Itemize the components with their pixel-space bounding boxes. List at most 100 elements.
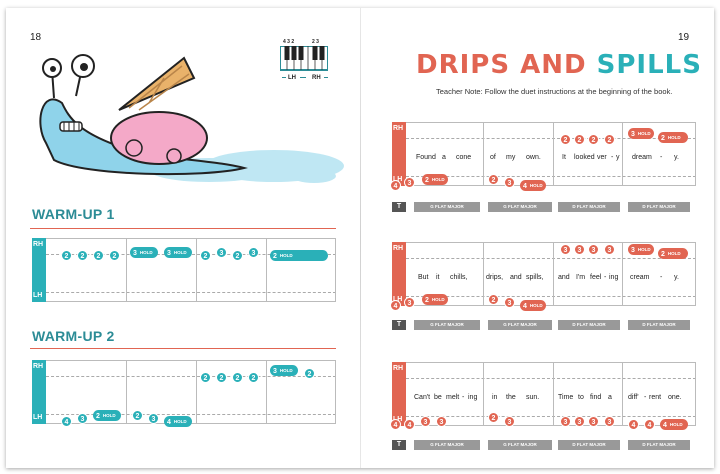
left-hand-fingers: 4 3 2 <box>283 39 295 45</box>
note: 2 <box>304 368 315 379</box>
lyric: find <box>590 394 602 401</box>
lyric: spills, <box>526 274 544 281</box>
hold-note: 3 HOLD <box>628 128 654 139</box>
lyric: - <box>604 274 607 281</box>
chord-label: G FLAT MAJOR <box>488 440 552 450</box>
lyric: dream <box>632 154 652 161</box>
lyric: own. <box>526 154 541 161</box>
note: 3 <box>404 297 415 308</box>
lyric: my <box>506 154 516 161</box>
note: 3 <box>560 416 571 427</box>
chord-label: G FLAT MAJOR <box>414 440 480 450</box>
note: 2 <box>488 294 499 305</box>
lh-label: LH <box>33 414 43 421</box>
chord-label: D FLAT MAJOR <box>558 320 620 330</box>
t-label: T <box>392 440 406 450</box>
lyric: But <box>418 274 429 281</box>
note: 2 <box>604 134 615 145</box>
note: 3 <box>404 177 415 188</box>
rh-label: RH <box>33 363 44 370</box>
lh-label: LH <box>393 176 402 183</box>
lyric: - <box>660 154 663 161</box>
teacher-note: Teacher Note: Follow the duet instructio… <box>436 87 673 96</box>
left-page-number: 18 <box>30 32 42 43</box>
hold-note: 3 HOLD <box>164 247 192 258</box>
lyric: ing <box>468 394 478 401</box>
lyric: Can't <box>414 394 431 401</box>
lyric: ing <box>609 274 619 281</box>
note: 3 <box>77 413 88 424</box>
note: 2 <box>200 250 211 261</box>
note: 2 <box>132 410 143 421</box>
note: 3 <box>216 247 227 258</box>
warmup-2-rule <box>30 348 336 349</box>
note: 3 <box>504 297 515 308</box>
chord-label: D FLAT MAJOR <box>558 440 620 450</box>
snail-with-ice-cream-cone-icon <box>39 54 344 183</box>
note: 4 <box>644 419 655 430</box>
chord-label: D FLAT MAJOR <box>628 202 690 212</box>
hold-note: 4 HOLD <box>520 300 546 311</box>
note: 4 <box>404 419 415 430</box>
lyric: sun. <box>526 394 540 401</box>
chord-label: G FLAT MAJOR <box>414 202 480 212</box>
note: 2 <box>200 372 211 383</box>
lyric: to <box>578 394 584 401</box>
hold-note: 2 HOLD <box>422 294 448 305</box>
note: 2 <box>232 250 243 261</box>
rh-label: RH <box>393 245 404 252</box>
t-label: T <box>392 202 406 212</box>
lyric: it <box>436 274 440 281</box>
hold-note: 2 HOLD <box>658 132 688 143</box>
lh-label: LH <box>288 75 296 81</box>
note: 4 <box>628 419 639 430</box>
chord-label: D FLAT MAJOR <box>628 320 690 330</box>
lyric: cream <box>630 274 650 281</box>
hold-note: 3 HOLD <box>270 365 298 376</box>
lyric: chills, <box>450 274 468 281</box>
lyric: melt <box>446 394 460 401</box>
t-label: T <box>392 320 406 330</box>
lyric: cone <box>456 154 472 161</box>
note: 3 <box>574 244 585 255</box>
warmup-2-staff: RH LH 2 2 2 2 3 HOLD 2 4 3 2 HOLD 2 3 4 HOLD <box>32 360 336 427</box>
note: 3 <box>604 416 615 427</box>
lyric: and <box>510 274 522 281</box>
chord-label: G FLAT MAJOR <box>414 320 480 330</box>
note: 4 <box>61 416 72 427</box>
lyric: y <box>616 154 620 161</box>
lyric: the <box>506 394 516 401</box>
lyric: I'm <box>576 274 586 281</box>
note: 2 <box>109 250 120 261</box>
note: 2 <box>232 372 243 383</box>
note: 2 <box>488 174 499 185</box>
note: 3 <box>436 416 447 427</box>
right-hand-fingers: 2 3 <box>312 39 319 45</box>
note: 2 <box>588 134 599 145</box>
note: 4 <box>390 300 401 311</box>
lyric: rent <box>649 394 662 401</box>
hold-note: 4 HOLD <box>660 419 688 430</box>
note: 3 <box>248 247 259 258</box>
chord-label: G FLAT MAJOR <box>488 202 552 212</box>
lyric: a <box>442 154 446 161</box>
note: 3 <box>574 416 585 427</box>
lyric: looked <box>574 154 595 161</box>
note: 4 <box>390 180 401 191</box>
note: 3 <box>604 244 615 255</box>
warmup-1-staff: RH LH 2 2 2 2 3 HOLD 3 HOLD 2 3 2 3 2 HOLD <box>32 238 336 302</box>
hold-note: 2 HOLD <box>93 410 121 421</box>
note: 2 <box>574 134 585 145</box>
note: 3 <box>148 413 159 424</box>
hold-note: 3 HOLD <box>130 247 158 258</box>
note: 3 <box>588 416 599 427</box>
note: 2 <box>248 372 259 383</box>
lyric: feel <box>590 274 602 281</box>
rh-label: RH <box>393 365 404 372</box>
lyric: Found <box>416 154 436 161</box>
chord-label: D FLAT MAJOR <box>558 202 620 212</box>
note: 2 <box>488 412 499 423</box>
note: 2 <box>93 250 104 261</box>
